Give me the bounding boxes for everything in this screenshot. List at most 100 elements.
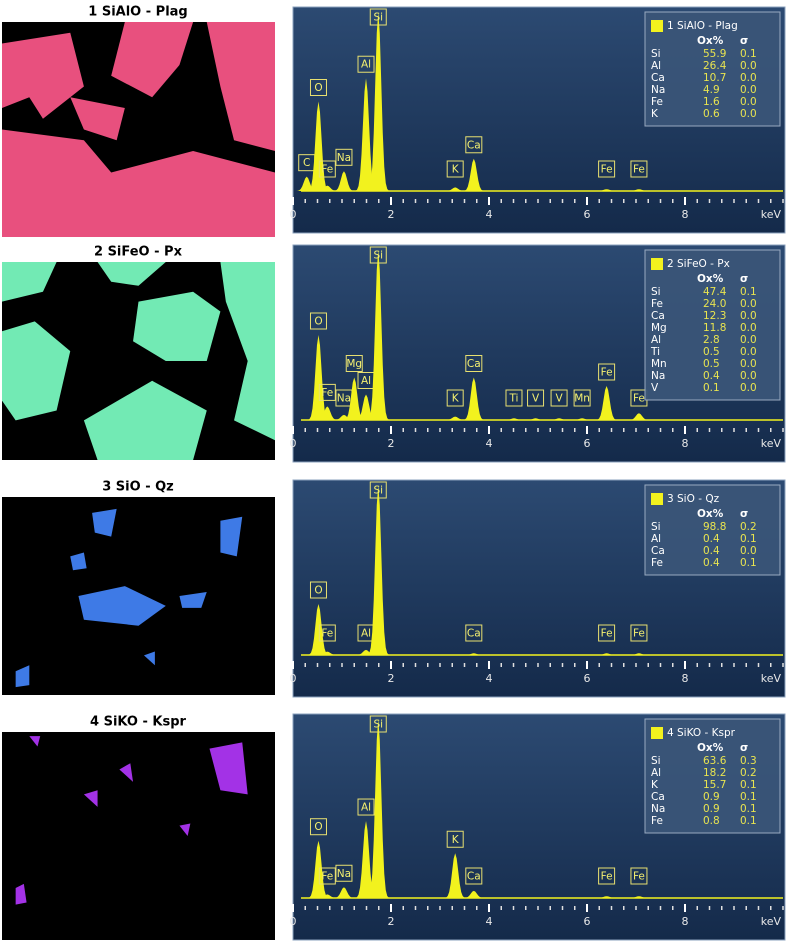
x-tick-label: 0 [290, 672, 297, 685]
peak-label-box [369, 8, 387, 26]
peak-label: Al [361, 59, 371, 71]
x-axis-label: keV [761, 672, 782, 685]
phase-region [83, 380, 207, 460]
peak-label: O [314, 585, 322, 597]
peak-label-box [318, 160, 336, 178]
map-title: 1 SiAlO - Plag [88, 5, 187, 20]
peak-label-box [369, 715, 387, 733]
table-cell: 26.4 [703, 60, 727, 72]
peak-label: Ca [467, 139, 481, 151]
phase-region [220, 262, 275, 441]
peak-label-box [357, 55, 375, 73]
x-tick-label: 6 [584, 672, 591, 685]
x-tick-label: 4 [486, 672, 493, 685]
peak-label-box [550, 389, 568, 407]
phase-region [97, 262, 166, 286]
table-cell: Si [651, 521, 661, 533]
table-cell: Al [651, 60, 661, 72]
peak-label-box [318, 867, 336, 885]
phase-region [2, 129, 275, 237]
table-cell: Ti [650, 346, 660, 358]
table-header: σ [740, 35, 748, 47]
table-cell: 0.1 [740, 286, 757, 298]
peak-label-box [357, 798, 375, 816]
table-cell: 0.0 [740, 346, 757, 358]
peak-label-box [309, 312, 327, 330]
spectrum-peak [306, 101, 331, 191]
table-cell: 0.9 [703, 791, 720, 803]
phase-region [179, 823, 191, 836]
peak-label-box [335, 148, 353, 166]
peak-label: Mn [574, 393, 590, 405]
table-cell: 0.8 [703, 815, 720, 827]
peak-label-box [369, 246, 387, 264]
x-tick-label: 4 [486, 437, 493, 450]
legend-title: 4 SiKO - Kspr [667, 727, 736, 739]
legend-box [644, 718, 781, 834]
peak-label-box [446, 160, 464, 178]
peak-label: Fe [601, 164, 613, 176]
spectrum-peak [443, 416, 468, 420]
peak-label-box [309, 818, 327, 836]
table-cell: 0.1 [740, 533, 757, 545]
peak-label: Fe [633, 164, 645, 176]
table-cell: 0.1 [740, 803, 757, 815]
spectrum-peak [331, 171, 356, 191]
peak-label-box [630, 160, 648, 178]
spectrum-peak [306, 840, 331, 898]
peak-label-box [465, 136, 483, 154]
spectrum-peak [626, 653, 651, 655]
x-tick-label: 8 [682, 672, 689, 685]
peak-label-box [505, 389, 523, 407]
table-cell: 0.4 [703, 370, 720, 382]
map-title-band [2, 477, 275, 497]
table-cell: Si [651, 286, 661, 298]
peak-label: Fe [321, 387, 333, 399]
table-cell: 0.5 [703, 346, 720, 358]
legend-title: 2 SiFeO - Px [667, 258, 730, 270]
peak-label: Al [361, 802, 371, 814]
table-cell: Mg [651, 322, 667, 334]
legend-box [644, 484, 781, 576]
peak-label: V [555, 393, 563, 405]
table-cell: 0.0 [740, 84, 757, 96]
spectrum-peak [315, 651, 340, 655]
x-tick-label: 8 [682, 208, 689, 221]
phase-region [119, 763, 134, 782]
peak-label: K [452, 393, 460, 405]
table-cell: 0.1 [740, 815, 757, 827]
peak-label: Ca [467, 871, 481, 883]
peak-label: Ti [508, 393, 518, 405]
table-cell: V [651, 382, 659, 394]
x-axis-label: keV [761, 915, 782, 928]
spectrum-peak [354, 821, 379, 898]
phase-region [2, 321, 71, 421]
table-header: σ [740, 273, 748, 285]
table-cell: 18.2 [703, 767, 726, 779]
peak-label-box [309, 581, 327, 599]
peak-label-box [318, 383, 336, 401]
spectrum-peak [354, 394, 379, 420]
peak-label: Fe [601, 367, 613, 379]
legend-box [644, 11, 781, 127]
table-cell: 0.1 [740, 779, 757, 791]
table-cell: 0.0 [740, 72, 757, 84]
table-cell: 0.0 [740, 358, 757, 370]
peak-label: Fe [321, 164, 333, 176]
phase-region [70, 97, 125, 141]
table-cell: 47.4 [703, 286, 727, 298]
spectrum-peak [366, 485, 391, 655]
table-cell: Al [651, 334, 661, 346]
x-tick-label: 0 [290, 437, 297, 450]
table-cell: 0.1 [740, 557, 757, 569]
phase-region [15, 665, 30, 688]
x-tick-label: 8 [682, 437, 689, 450]
table-cell: 0.3 [740, 755, 757, 767]
x-tick-label: 0 [290, 915, 297, 928]
spectrum-peak [354, 78, 379, 191]
spectrum-peak [461, 653, 486, 655]
peak-label-box [465, 355, 483, 372]
x-tick-label: 2 [388, 208, 395, 221]
legend-title: 1 SiAlO - Plag [667, 20, 738, 32]
